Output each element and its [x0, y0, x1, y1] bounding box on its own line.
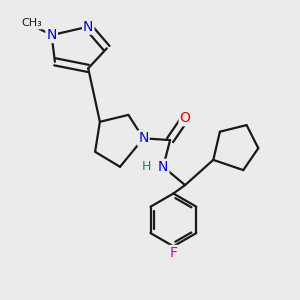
Text: F: F [169, 246, 177, 260]
Text: H: H [142, 160, 152, 173]
Text: N: N [158, 160, 168, 174]
Text: N: N [46, 28, 57, 42]
Text: N: N [83, 20, 93, 34]
Text: N: N [138, 131, 148, 145]
Text: O: O [180, 111, 190, 125]
Text: CH₃: CH₃ [21, 18, 42, 28]
